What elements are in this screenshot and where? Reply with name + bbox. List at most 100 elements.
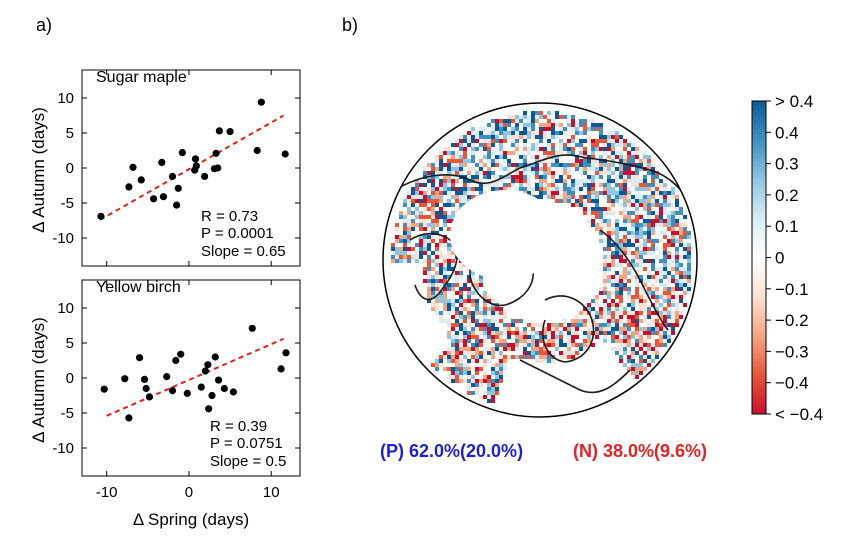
map-cell — [659, 179, 663, 183]
map-cell — [687, 235, 691, 239]
map-cell — [487, 123, 491, 127]
map-cell — [635, 323, 639, 327]
map-cell — [647, 335, 651, 339]
map-cell — [567, 327, 571, 331]
map-cell — [431, 307, 435, 311]
map-cell — [395, 223, 399, 227]
map-cell — [619, 307, 623, 311]
map-cell — [495, 327, 499, 331]
map-cell — [551, 331, 555, 335]
colorbar-tick-label: −0.1 — [775, 280, 809, 299]
map-cell — [615, 247, 619, 251]
map-cell — [403, 239, 407, 243]
map-cell — [543, 355, 547, 359]
map-cell — [471, 131, 475, 135]
data-point — [168, 387, 177, 395]
map-cell — [631, 371, 635, 375]
map-cell — [635, 219, 639, 223]
map-cell — [551, 131, 555, 135]
map-cell — [559, 355, 563, 359]
map-cell — [459, 155, 463, 159]
map-cell — [607, 247, 611, 251]
map-cell — [663, 187, 667, 191]
map-cell — [463, 151, 467, 155]
map-cell — [543, 359, 547, 363]
map-cell — [671, 311, 675, 315]
map-cell — [467, 379, 471, 383]
map-cell — [635, 331, 639, 335]
map-cell — [627, 251, 631, 255]
map-cell — [559, 195, 563, 199]
map-cell — [575, 323, 579, 327]
map-cell — [439, 311, 443, 315]
map-cell — [543, 175, 547, 179]
map-cell — [535, 359, 539, 363]
map-cell — [439, 187, 443, 191]
map-cell — [651, 267, 655, 271]
map-cell — [623, 339, 627, 343]
map-cell — [507, 135, 511, 139]
map-cell — [567, 339, 571, 343]
map-cell — [667, 255, 671, 259]
map-cell — [539, 123, 543, 127]
map-cell — [651, 351, 655, 355]
map-cell — [643, 243, 647, 247]
map-cell — [535, 167, 539, 171]
colorbar-tick-label: −0.4 — [775, 374, 809, 393]
map-cell — [647, 311, 651, 315]
map-cell — [651, 175, 655, 179]
map-cell — [503, 311, 507, 315]
map-cell — [483, 307, 487, 311]
map-cell — [619, 255, 623, 259]
map-cell — [527, 135, 531, 139]
map-cell — [443, 263, 447, 267]
map-cell — [499, 119, 503, 123]
map-cell — [443, 255, 447, 259]
map-cell — [467, 195, 471, 199]
map-cell — [463, 323, 467, 327]
map-cell — [499, 167, 503, 171]
map-cell — [611, 195, 615, 199]
map-cell — [611, 187, 615, 191]
map-cell — [439, 267, 443, 271]
map-cell — [679, 311, 683, 315]
map-cell — [471, 195, 475, 199]
map-cell — [547, 123, 551, 127]
map-cell — [455, 315, 459, 319]
map-cell — [523, 147, 527, 151]
map-cell — [635, 283, 639, 287]
map-cell — [447, 167, 451, 171]
map-cell — [639, 303, 643, 307]
map-cell — [659, 343, 663, 347]
map-cell — [599, 327, 603, 331]
map-cell — [415, 223, 419, 227]
data-point — [211, 353, 219, 361]
map-cell — [627, 231, 631, 235]
map-cell — [443, 223, 447, 227]
map-cell — [471, 379, 475, 383]
map-cell — [427, 279, 431, 283]
map-cell — [619, 339, 623, 343]
map-cell — [447, 251, 451, 255]
map-cell — [579, 187, 583, 191]
map-cell — [475, 347, 479, 351]
map-cell — [603, 335, 607, 339]
map-cell — [427, 295, 431, 299]
map-cell — [515, 355, 519, 359]
map-cell — [635, 175, 639, 179]
map-cell — [543, 159, 547, 163]
map-cell — [491, 331, 495, 335]
map-cell — [439, 299, 443, 303]
map-cell — [563, 343, 567, 347]
map-cell — [555, 347, 559, 351]
map-cell — [607, 315, 611, 319]
map-cell — [495, 339, 499, 343]
map-cell — [543, 167, 547, 171]
map-cell — [671, 239, 675, 243]
map-cell — [635, 187, 639, 191]
map-cell — [455, 371, 459, 375]
map-cell — [475, 179, 479, 183]
map-cell — [507, 175, 511, 179]
map-cell — [483, 303, 487, 307]
map-cell — [591, 127, 595, 131]
